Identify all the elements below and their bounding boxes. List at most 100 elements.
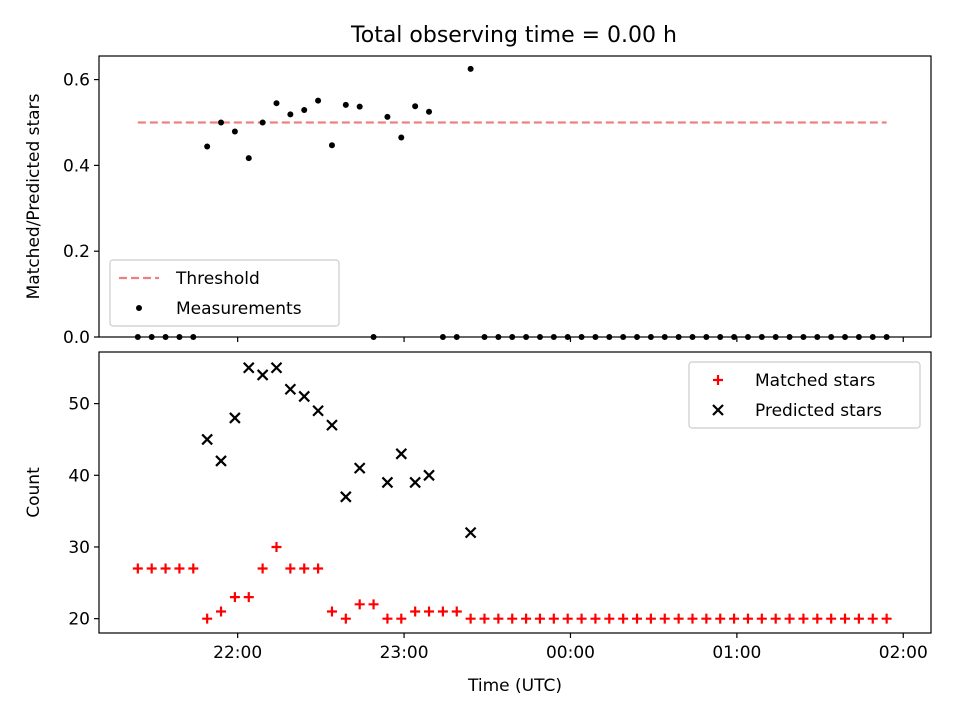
matched-star-marker (188, 563, 199, 574)
matched-star-marker (479, 613, 490, 624)
measurement-point (287, 111, 294, 118)
predicted-star-marker (270, 361, 283, 374)
measurement-point (342, 101, 349, 108)
matched-star-marker (202, 613, 213, 624)
matched-star-marker (354, 599, 365, 610)
plot-frame (98, 351, 932, 634)
matched-star-marker (493, 613, 504, 624)
predicted-star-marker (464, 526, 477, 539)
y-tick-label: 0.2 (63, 242, 90, 262)
matched-star-marker (382, 613, 393, 624)
matched-star-marker (784, 613, 795, 624)
matched-star-marker (229, 592, 240, 603)
measurement-point (231, 128, 238, 135)
matched-star-marker (548, 613, 559, 624)
matched-star-marker (867, 613, 878, 624)
measurement-point (412, 103, 419, 110)
matched-star-marker (507, 613, 518, 624)
y-tick-label: 0.6 (63, 71, 90, 91)
matched-star-marker (812, 613, 823, 624)
matched-star-marker (840, 613, 851, 624)
legend-box (109, 259, 340, 327)
chart-title: Total observing time = 0.00 h (350, 23, 677, 48)
matched-star-marker (645, 613, 656, 624)
matched-star-marker (451, 606, 462, 617)
matched-star-marker (146, 563, 157, 574)
matched-star-marker (271, 541, 282, 552)
legend-swatch (136, 305, 142, 311)
matched-star-marker (437, 606, 448, 617)
matched-star-marker (160, 563, 171, 574)
x-tick-label: 22:00 (213, 643, 262, 663)
predicted-star-marker (229, 412, 241, 424)
matched-star-marker (257, 563, 268, 574)
plot-frame (98, 55, 932, 338)
x-tick-label: 02:00 (879, 643, 928, 663)
matched-star-marker (410, 606, 421, 617)
count-chart: 22:00 23:00 00:00 01:00 02:00 20 30 40 50 Count Ti… (24, 351, 932, 696)
matched-star-marker (798, 613, 809, 624)
predicted-star-marker (326, 419, 338, 431)
matched-star-marker (216, 606, 227, 617)
predicted-star-marker (256, 369, 269, 381)
series-predicted-stars (201, 361, 477, 539)
y-axis-label: Matched/Predicted stars (24, 93, 44, 299)
y-tick-label: 0.0 (63, 328, 90, 348)
predicted-star-marker (201, 433, 213, 446)
matched-star-marker (396, 613, 407, 624)
legend-swatch (713, 375, 723, 385)
predicted-star-marker (215, 455, 227, 467)
measurement-point (273, 100, 280, 107)
predicted-star-marker (409, 476, 421, 489)
measurement-point (204, 143, 211, 150)
measurement-point (356, 103, 363, 110)
predicted-star-marker (353, 462, 366, 474)
x-tick-label: 01:00 (712, 643, 761, 663)
y-axis-label: Count (24, 467, 44, 518)
legend-label: Measurements (176, 299, 302, 319)
predicted-star-marker (242, 361, 255, 374)
matched-star-marker (243, 592, 254, 603)
matched-star-marker (326, 606, 337, 617)
x-axis-label: Time (UTC) (467, 676, 562, 696)
ratio-chart: 0.0 0.2 0.4 0.6 Matched/Predicted stars Thres… (24, 55, 932, 348)
matched-star-marker (368, 599, 379, 610)
measurement-point (384, 113, 391, 120)
legend: Matched stars Predicted stars (688, 361, 921, 429)
measurement-point (328, 142, 335, 149)
predicted-star-marker (312, 405, 324, 417)
matched-star-marker (424, 606, 435, 617)
matched-star-marker (604, 613, 615, 624)
y-tick-label: 40 (68, 466, 90, 486)
measurement-point (245, 155, 252, 162)
legend-box (688, 361, 921, 429)
matched-star-marker (756, 613, 767, 624)
series-matched-stars (132, 541, 892, 624)
matched-star-marker (659, 613, 670, 624)
matched-star-marker (826, 613, 837, 624)
predicted-star-marker (381, 476, 394, 489)
predicted-star-marker (340, 491, 352, 503)
measurement-point (315, 97, 322, 104)
matched-star-marker (618, 613, 629, 624)
legend: Threshold Measurements (109, 259, 340, 327)
matched-star-marker (770, 613, 781, 624)
x-tick-label: 00:00 (546, 643, 595, 663)
measurement-point (426, 108, 433, 115)
matched-star-marker (701, 613, 712, 624)
matched-star-marker (285, 563, 296, 574)
matched-star-marker (465, 613, 476, 624)
matched-star-marker (132, 563, 143, 574)
legend-swatch (712, 404, 724, 416)
matched-star-marker (853, 613, 864, 624)
matched-star-marker (729, 613, 740, 624)
matched-star-marker (313, 563, 324, 574)
y-tick-label: 0.4 (63, 156, 90, 176)
matched-star-marker (742, 613, 753, 624)
predicted-star-marker (423, 469, 435, 482)
measurement-point (218, 119, 225, 126)
matched-star-marker (562, 613, 573, 624)
matched-star-marker (632, 613, 643, 624)
matched-star-marker (590, 613, 601, 624)
x-tick-label: 23:00 (380, 643, 429, 663)
